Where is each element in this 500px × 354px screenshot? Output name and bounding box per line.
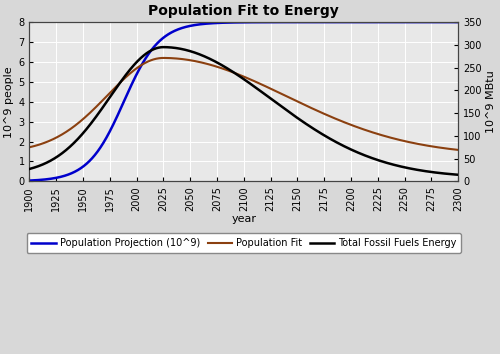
- Y-axis label: 10^9 people: 10^9 people: [4, 66, 14, 138]
- Population Fit: [48, 138, 54, 142]
- Population Fit: [26, 145, 32, 149]
- Population Fit: [442, 146, 448, 150]
- Total Fossil Fuels Energy: [26, 167, 32, 171]
- Population Fit: [160, 56, 166, 60]
- Total Fossil Fuels Energy: [235, 73, 241, 78]
- Line: Population Projection (10^9): Population Projection (10^9): [30, 22, 458, 181]
- Population Fit: [364, 129, 370, 133]
- Total Fossil Fuels Energy: [48, 158, 54, 162]
- Population Fit: [224, 68, 230, 72]
- Total Fossil Fuels Energy: [442, 172, 448, 176]
- Population Projection (10^9): [235, 20, 241, 24]
- Title: Population Fit to Energy: Population Fit to Energy: [148, 4, 339, 18]
- Total Fossil Fuels Energy: [364, 154, 370, 159]
- Total Fossil Fuels Energy: [224, 66, 230, 70]
- Population Fit: [235, 72, 241, 76]
- X-axis label: year: year: [232, 214, 256, 224]
- Population Projection (10^9): [48, 177, 54, 181]
- Population Projection (10^9): [442, 20, 448, 24]
- Line: Total Fossil Fuels Energy: Total Fossil Fuels Energy: [30, 47, 458, 175]
- Legend: Population Projection (10^9), Population Fit, Total Fossil Fuels Energy: Population Projection (10^9), Population…: [26, 233, 461, 253]
- Population Projection (10^9): [455, 20, 461, 24]
- Total Fossil Fuels Energy: [455, 173, 461, 177]
- Population Projection (10^9): [224, 21, 230, 25]
- Line: Population Fit: Population Fit: [30, 58, 458, 150]
- Population Projection (10^9): [442, 20, 448, 24]
- Population Projection (10^9): [364, 20, 370, 24]
- Total Fossil Fuels Energy: [443, 172, 449, 176]
- Y-axis label: 10^9 MBtu: 10^9 MBtu: [486, 70, 496, 133]
- Population Fit: [455, 148, 461, 152]
- Population Fit: [443, 146, 449, 150]
- Population Projection (10^9): [26, 178, 32, 183]
- Total Fossil Fuels Energy: [160, 45, 166, 49]
